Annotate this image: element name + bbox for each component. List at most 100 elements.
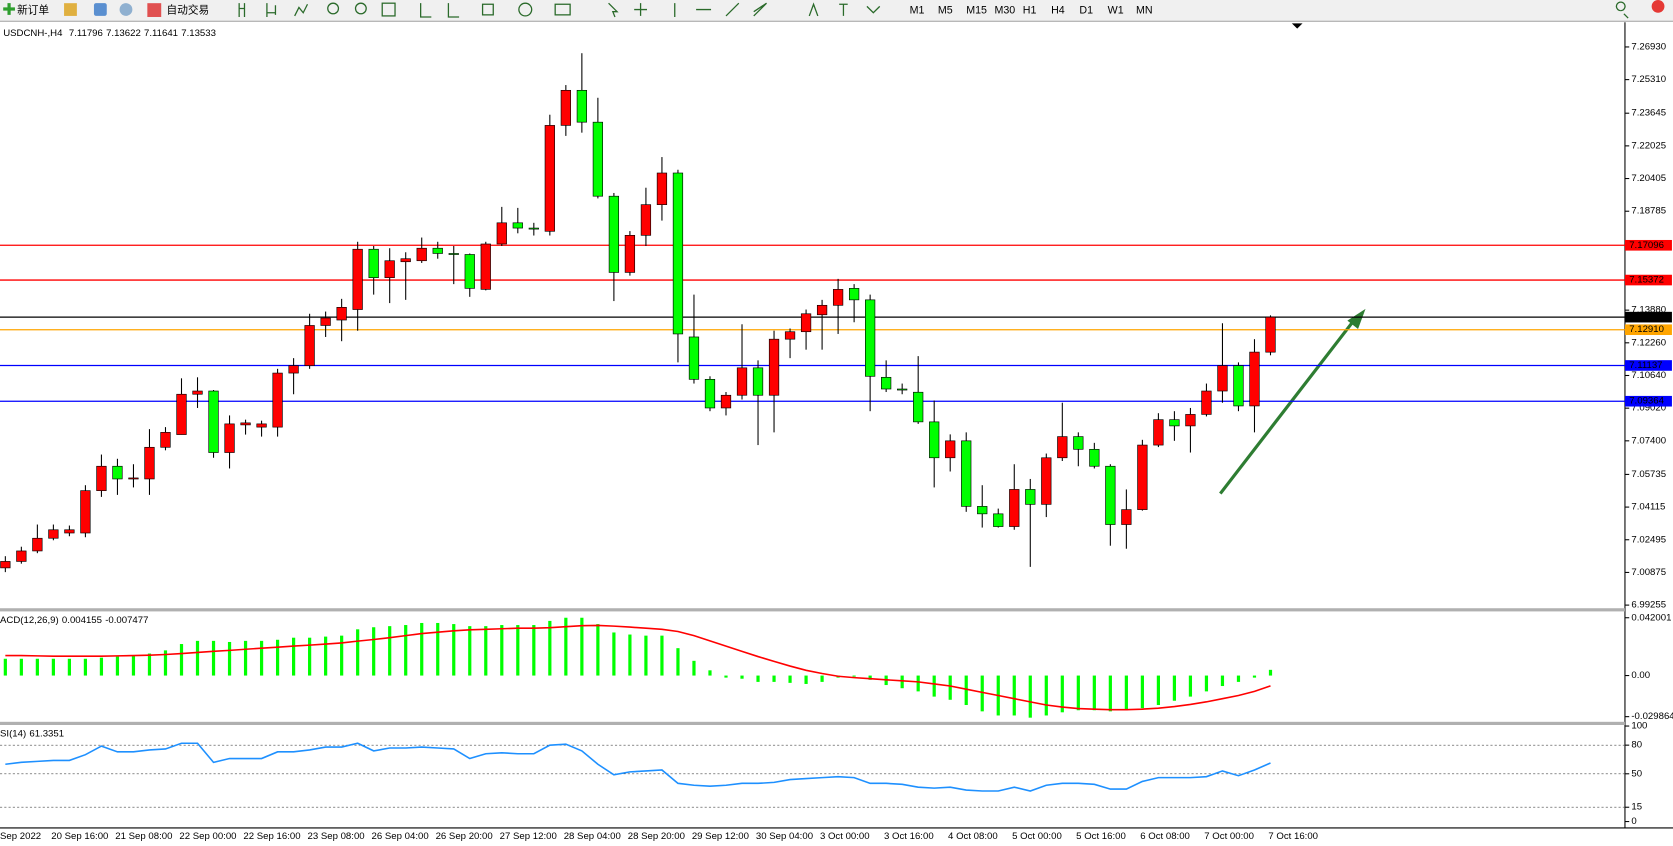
x-tick-label: 3 Oct 00:00 <box>820 831 870 842</box>
macd-bar <box>131 655 136 676</box>
icon[interactable] <box>266 3 277 17</box>
candle-body <box>800 313 812 333</box>
icon[interactable] <box>554 3 571 16</box>
macd-bar <box>868 675 872 680</box>
icon[interactable] <box>808 2 848 17</box>
macd-bar <box>1108 675 1112 712</box>
y-tick-label: 7.26930 <box>1631 41 1666 52</box>
macd-bar <box>147 653 152 676</box>
candle-body <box>881 376 892 390</box>
x-tick-label: 4 Oct 08:00 <box>948 831 998 842</box>
icon[interactable] <box>238 3 246 17</box>
icon[interactable] <box>93 3 107 16</box>
level-label: 7.17096 <box>1629 240 1664 251</box>
macd-bar <box>179 644 184 676</box>
y-tick-label: 0 <box>1631 816 1636 827</box>
macd-bar <box>708 670 712 676</box>
icon[interactable] <box>608 2 619 18</box>
candle-body <box>897 388 908 391</box>
candle-body <box>416 247 427 262</box>
candle-body <box>816 304 828 316</box>
macd-bar <box>1172 675 1177 701</box>
timeframe-button[interactable]: H4 <box>1051 4 1065 16</box>
y-tick-label: 7.23645 <box>1631 108 1666 119</box>
candle-body <box>832 289 844 306</box>
auto-trading-button[interactable]: 自动交易 <box>147 3 209 17</box>
y-tick-label: 7.05735 <box>1631 469 1666 480</box>
toolbar-icons[interactable] <box>238 1 1629 19</box>
icon[interactable] <box>753 2 768 17</box>
timeframe-button[interactable]: M15 <box>966 4 987 16</box>
icon[interactable] <box>674 2 740 17</box>
candle-body <box>961 440 972 507</box>
y-tick-label: 7.18785 <box>1631 206 1666 217</box>
y-tick-label: 7.07400 <box>1631 435 1666 446</box>
timeframe-button[interactable]: H1 <box>1023 4 1037 16</box>
icon[interactable] <box>327 2 340 15</box>
notification-badge[interactable] <box>1651 0 1665 13</box>
y-tick-label: -0.029864 <box>1631 711 1673 722</box>
candle-body <box>624 235 636 273</box>
icon[interactable] <box>518 2 533 17</box>
toolbar-bg <box>0 0 1673 22</box>
x-tick-label: 21 Sep 08:00 <box>115 831 172 842</box>
macd-bar <box>804 675 808 684</box>
macd-bar <box>436 622 440 676</box>
macd-bar <box>211 640 216 676</box>
candle-body <box>1249 351 1260 407</box>
macd-bar <box>420 622 424 676</box>
candle-body <box>560 89 571 126</box>
icon[interactable] <box>64 3 77 16</box>
candle-body <box>176 393 187 435</box>
candle-body <box>752 367 764 396</box>
search-icon[interactable] <box>1615 1 1629 19</box>
candle-body <box>1153 419 1164 446</box>
timeframe-button[interactable]: MN <box>1136 4 1153 16</box>
candle-body <box>304 325 315 366</box>
arrow-shaft <box>1219 319 1356 495</box>
candle-body <box>16 550 27 562</box>
icon[interactable] <box>634 3 647 16</box>
shift-marker <box>1291 23 1303 29</box>
macd-bar <box>275 639 280 676</box>
timeframe-button[interactable]: W1 <box>1108 4 1124 16</box>
timeframe-button[interactable]: D1 <box>1079 4 1093 16</box>
candle-body <box>704 379 716 409</box>
candle-body <box>1217 365 1228 392</box>
candle-body <box>160 432 171 448</box>
icon[interactable] <box>420 3 432 18</box>
panel-separator <box>0 608 1625 612</box>
new-order-button[interactable]: 新订单 <box>3 3 49 16</box>
x-tick-label: 20 Sep 16:00 <box>51 831 108 842</box>
macd-bar <box>308 637 312 676</box>
icon[interactable] <box>481 3 494 16</box>
level-label-bg <box>1624 395 1672 407</box>
level-label: 7.13533 <box>1629 312 1664 323</box>
icon[interactable] <box>447 3 460 18</box>
timeframe-button[interactable]: M30 <box>995 4 1016 16</box>
candle-body <box>608 195 620 273</box>
timeframe-button[interactable]: M5 <box>938 4 953 16</box>
candle-body <box>48 529 59 539</box>
macd-bar <box>83 658 88 676</box>
candle-body <box>848 288 860 301</box>
level-label-bg <box>1624 324 1672 336</box>
macd-bar <box>324 636 328 676</box>
icon[interactable] <box>866 5 881 14</box>
candle-body <box>112 465 123 480</box>
x-tick-label: 6 Oct 08:00 <box>1140 831 1190 842</box>
macd-bar <box>468 626 472 676</box>
candle-body <box>288 365 299 374</box>
macd-bar <box>1252 675 1257 678</box>
icon[interactable] <box>354 2 367 15</box>
icon[interactable] <box>294 3 309 17</box>
candle-body <box>544 125 555 232</box>
rsi-line <box>5 742 1271 792</box>
candle-body <box>977 506 988 515</box>
candle-body <box>96 465 107 491</box>
candle-body <box>720 394 732 409</box>
candle-body <box>352 248 363 310</box>
icon[interactable] <box>381 2 396 17</box>
icon[interactable] <box>119 3 133 16</box>
timeframe-button[interactable]: M1 <box>910 4 925 16</box>
